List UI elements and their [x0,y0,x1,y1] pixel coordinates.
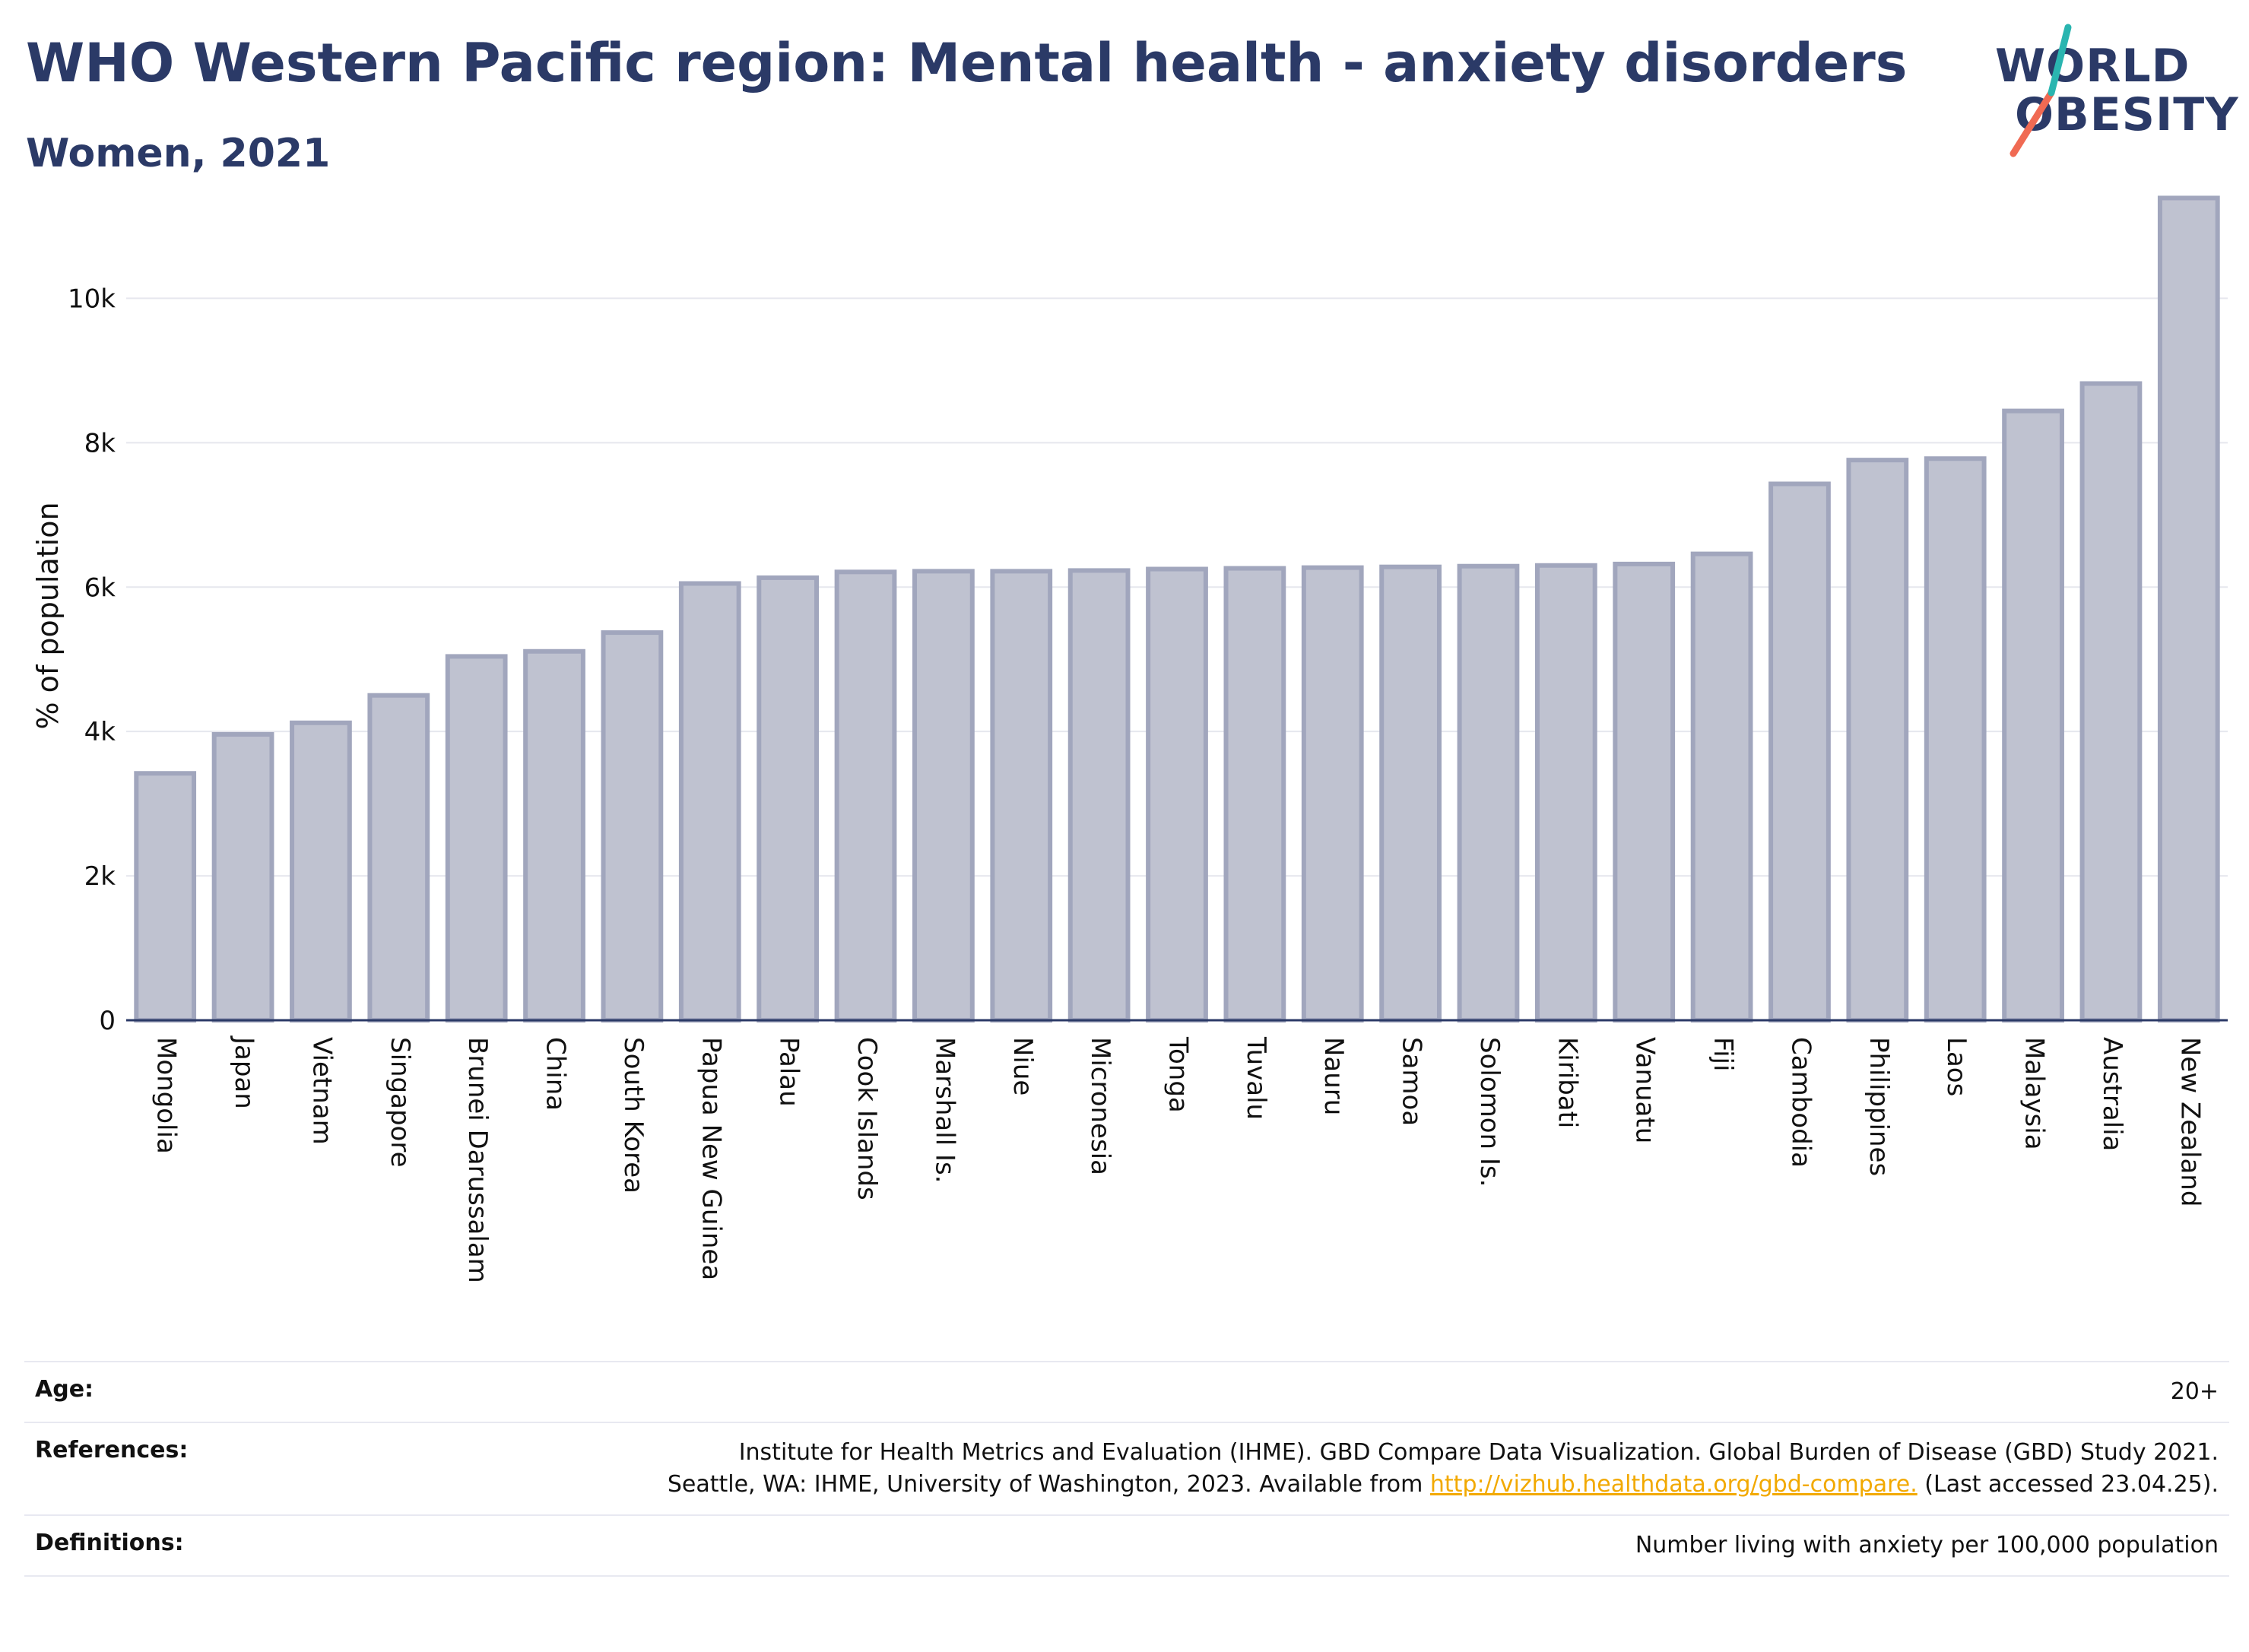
world-obesity-logo: WORLD OBESITY [1984,23,2238,160]
x-tick-label: Kiribati [1552,1037,1582,1128]
x-tick-label: Palau [774,1037,804,1107]
y-tick-label: 4k [84,717,116,747]
y-tick-label: 0 [99,1006,116,1036]
y-axis-label: % of population [31,502,65,729]
metadata-table: Age: 20+ References: Institute for Healt… [24,1361,2229,1577]
x-tick-label: Philippines [1864,1037,1894,1176]
bar-tonga [1146,566,1208,1023]
y-tick-label: 2k [84,861,116,892]
y-tick-label: 6k [84,572,116,603]
axes: 0 2k 4k 6k 8k 10k Mongolia Japan Vietnam Singapor… [68,284,2228,1283]
x-tick-label: Fiji [1708,1037,1738,1071]
bar-fiji [1690,551,1753,1023]
x-tick-label: Laos [1941,1037,1971,1096]
chart-subtitle: Women, 2021 [26,131,331,176]
definitions-label: Definitions: [35,1530,184,1556]
x-tick-label: Vanuatu [1630,1037,1661,1143]
bar-malaysia [2002,408,2064,1023]
x-tick-label: Marshall Is. [929,1037,960,1184]
x-tick-label: Cook Islands [852,1037,882,1200]
age-label: Age: [35,1376,94,1403]
bar-niue [990,569,1053,1023]
references-row: References: Institute for Health Metrics… [24,1422,2229,1514]
x-tick-label: China [541,1037,571,1111]
bar-cambodia [1768,481,1831,1023]
x-tick-label: Cambodia [1785,1037,1816,1168]
definitions-value: Number living with anxiety per 100,000 p… [1635,1532,2219,1558]
bar-brunei-darussalam [445,654,508,1023]
x-tick-label: Australia [2097,1037,2127,1151]
bar-mongolia [134,771,197,1023]
age-value: 20+ [2170,1378,2219,1405]
references-text: Institute for Health Metrics and Evaluat… [667,1439,2219,1498]
x-tick-label: Solomon Is. [1474,1037,1505,1187]
x-tick-label: Japan [229,1035,259,1109]
references-label: References: [35,1437,189,1463]
bar-japan [211,731,274,1023]
bar-philippines [1846,458,1909,1023]
x-tick-label: Malaysia [2019,1037,2050,1150]
x-tick-label: Mongolia [151,1037,182,1154]
bar-cook-islands [834,569,897,1023]
references-accessed: (Last accessed 23.04.25). [1917,1471,2219,1498]
bar-marshall-is [912,569,975,1023]
logo-text-world: WORLD [1995,40,2190,93]
age-row: Age: 20+ [24,1361,2229,1422]
bar-south-korea [601,630,664,1023]
references-link[interactable]: http://vizhub.healthdata.org/gbd-compare… [1429,1471,1918,1498]
x-tick-label: Nauru [1318,1037,1349,1115]
bar-solomon-is [1457,563,1520,1023]
x-tick-label: New Zealand [2174,1037,2205,1206]
x-tick-label: Vietnam [306,1037,337,1145]
x-tick-label: Samoa [1397,1037,1427,1126]
y-tick-label: 8k [84,428,116,458]
x-tick-label: Brunei Darussalam [462,1037,493,1283]
x-tick-label: Papua New Guinea [696,1037,726,1280]
bar-china [523,648,585,1023]
bar-vietnam [290,720,352,1023]
x-tick-label: Singapore [385,1037,415,1168]
bar-kiribati [1534,563,1597,1023]
x-tick-label: Tuvalu [1241,1036,1271,1120]
bar-micronesia [1067,568,1131,1023]
x-tick-label: Tonga [1163,1036,1194,1113]
x-tick-label: Micronesia [1085,1037,1115,1175]
bar-nauru [1301,565,1364,1023]
x-tick-label: Niue [1007,1037,1038,1096]
bar-laos [1924,456,1987,1023]
bars [134,195,2220,1023]
logo-slash-icon [2010,24,2072,157]
y-tick-label: 10k [68,284,116,314]
chart-title: WHO Western Pacific region: Mental healt… [26,32,1908,94]
definitions-row: Definitions: Number living with anxiety … [24,1514,2229,1577]
references-value: Institute for Health Metrics and Evaluat… [660,1437,2219,1501]
bar-papua-new-guinea [678,581,741,1023]
bar-singapore [367,693,430,1023]
bar-new-zealand [2157,195,2220,1023]
bar-australia [2079,381,2143,1023]
bar-samoa [1379,564,1442,1023]
bar-chart: 0 2k 4k 6k 8k 10k Mongolia Japan Vietnam Singapor… [31,195,2228,1283]
bar-tuvalu [1223,566,1286,1023]
bar-palau [757,575,820,1023]
bar-vanuatu [1613,561,1676,1023]
x-tick-label: South Korea [618,1037,649,1194]
